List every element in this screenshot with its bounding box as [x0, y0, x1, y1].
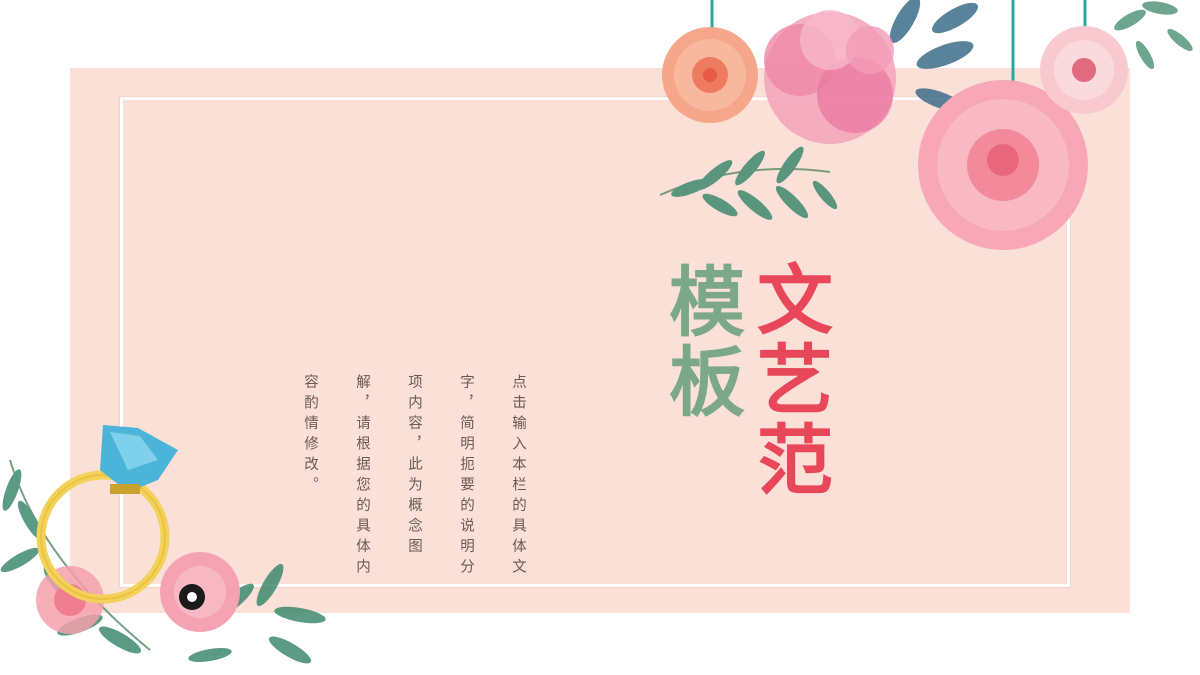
large-pink-flower	[918, 80, 1088, 250]
body-text: 点击输入本栏的具体文字，简明扼要的说明分项内容，此为概念图解，请根据您的具体内容…	[302, 374, 526, 579]
pink-flower-bottom-left	[36, 566, 104, 634]
leaf-cluster-far-right	[1114, 1, 1193, 70]
title-line-2: 模板	[656, 262, 745, 422]
white-frame	[120, 97, 1070, 587]
leaf-cluster-top	[659, 146, 838, 220]
diamond-ring	[36, 425, 178, 604]
title-line-1: 文艺范	[744, 260, 833, 500]
anemone-flower	[160, 552, 240, 632]
small-pink-flower	[1040, 26, 1128, 114]
orange-flower	[662, 27, 758, 123]
pink-peony	[764, 10, 896, 144]
